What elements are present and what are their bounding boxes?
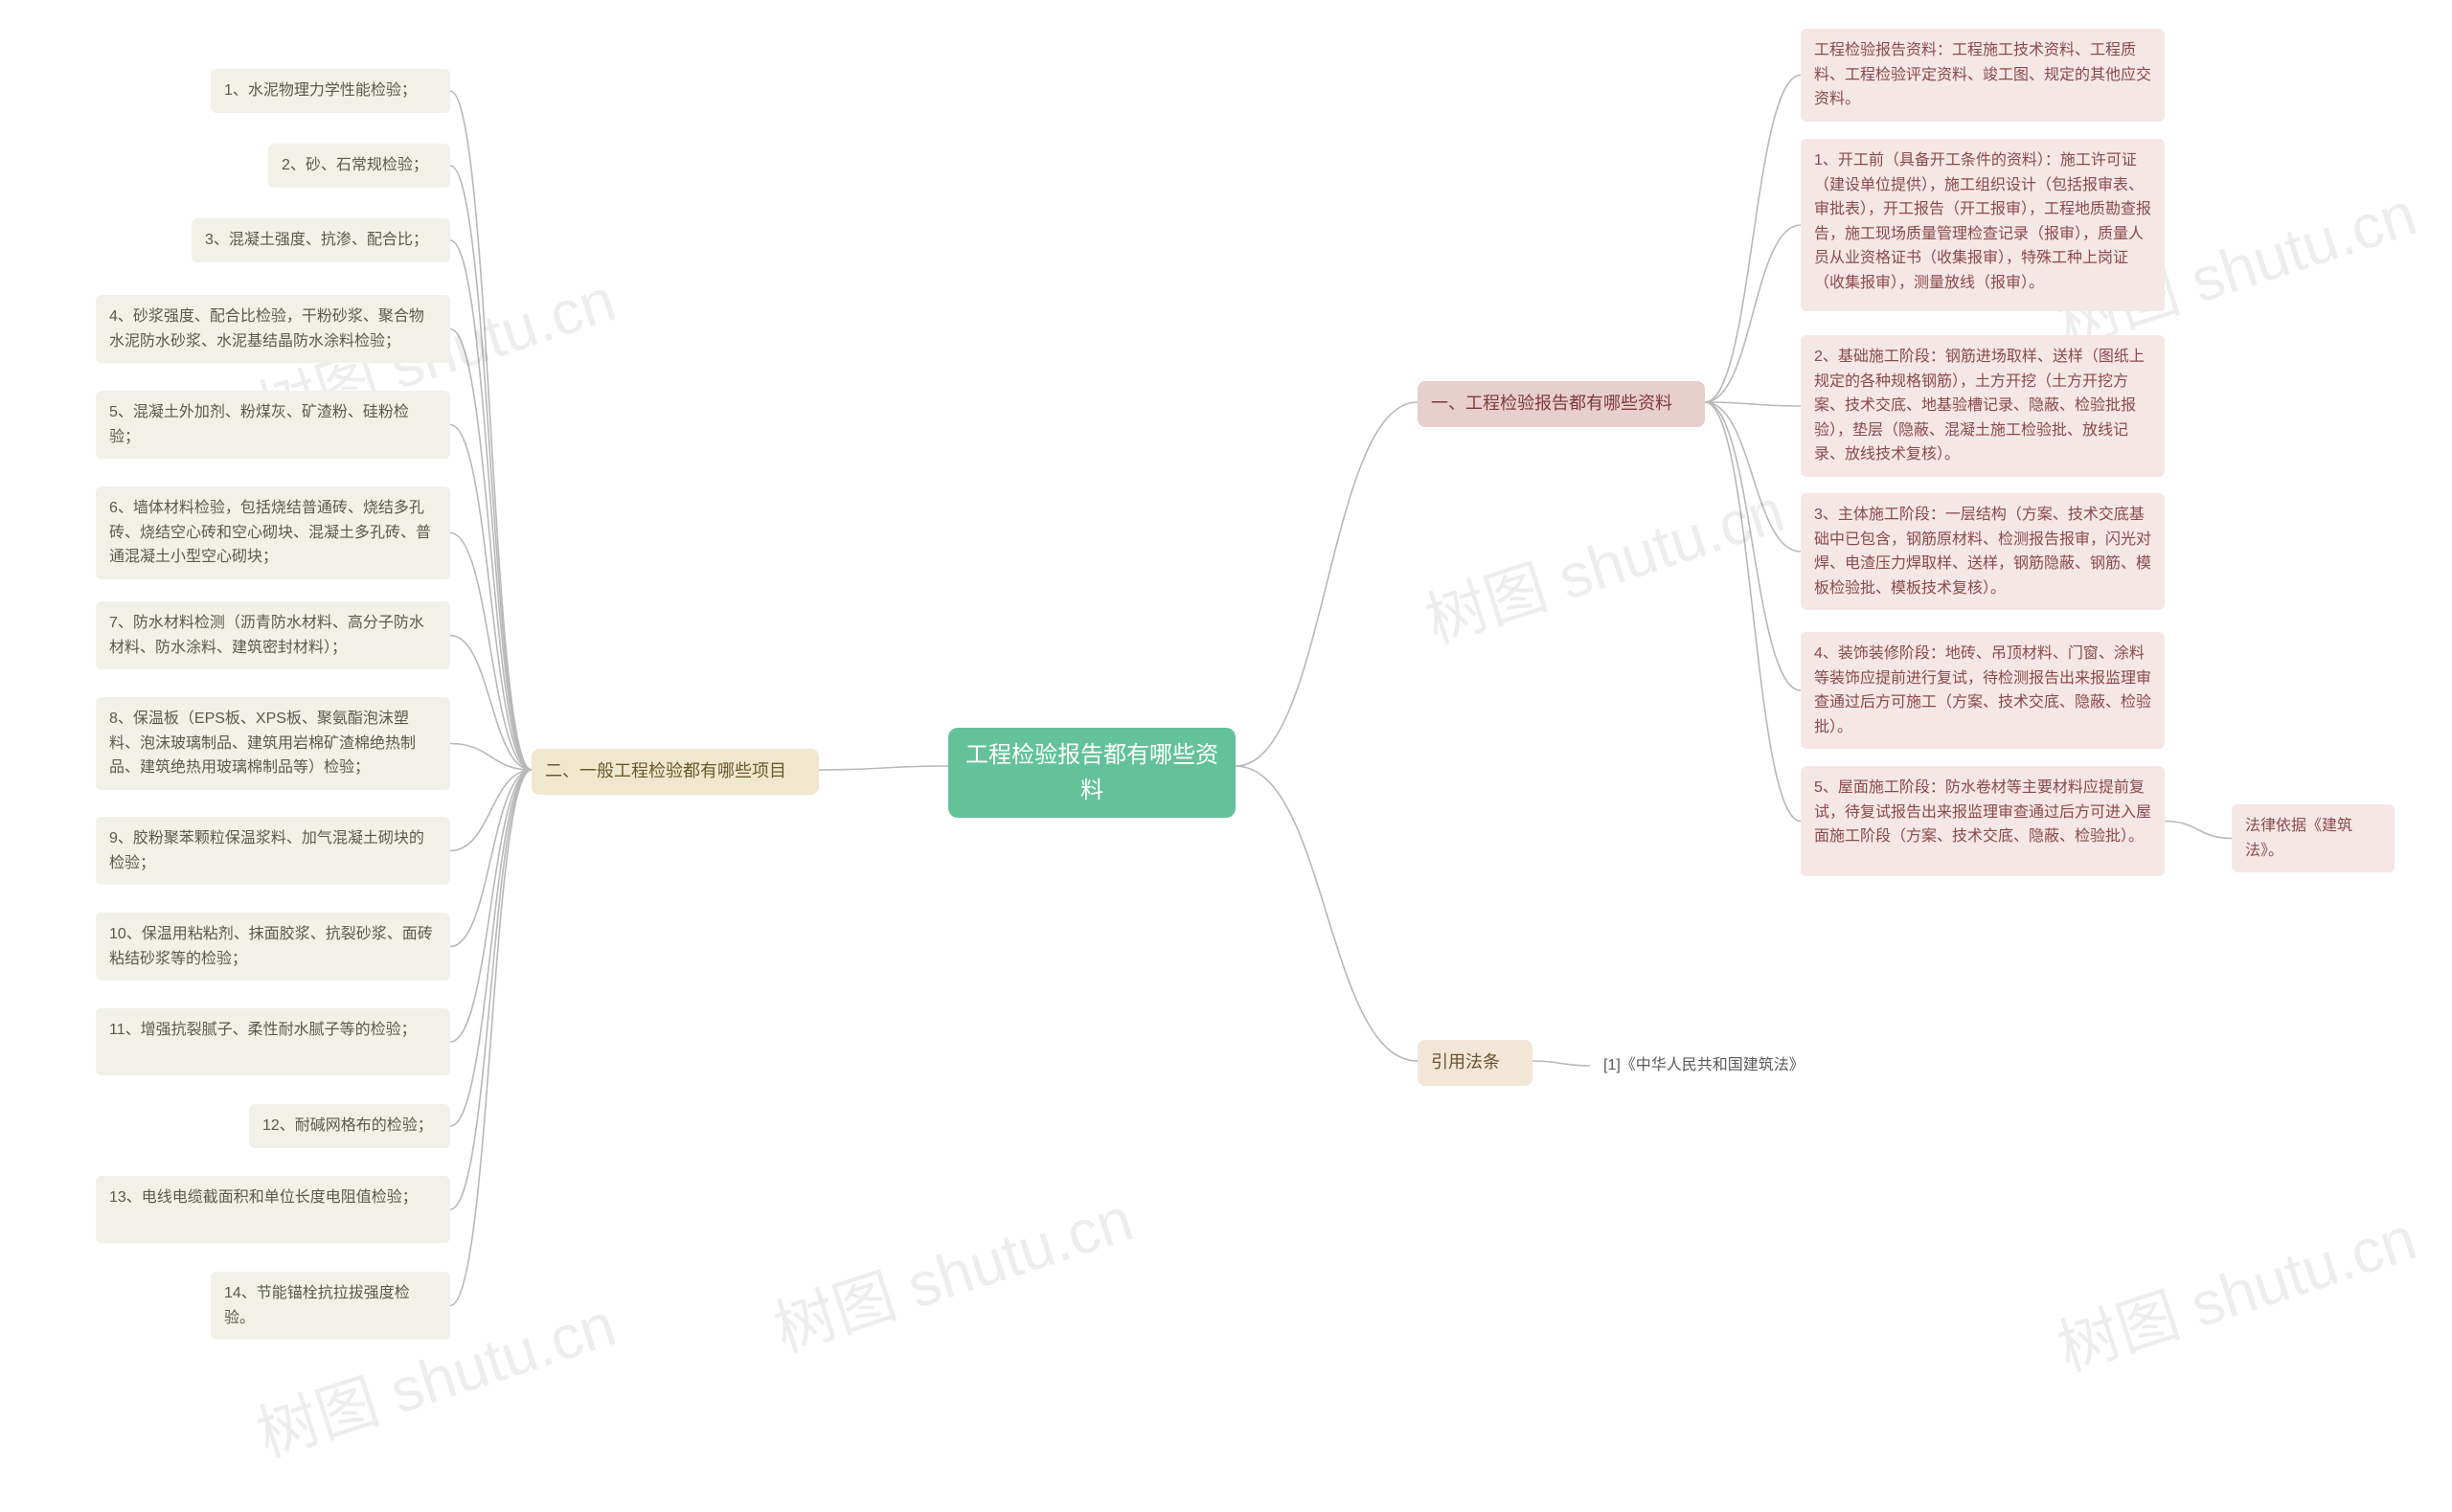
branch-b3: 引用法条 — [1418, 1040, 1532, 1086]
branch-b2: 二、一般工程检验都有哪些项目 — [532, 749, 819, 795]
leaf-b1-0: 工程检验报告资料：工程施工技术资料、工程质料、工程检验评定资料、竣工图、规定的其… — [1801, 29, 2165, 122]
leaf-b2-12: 13、电线电缆截面积和单位长度电阻值检验； — [96, 1176, 450, 1243]
leaf-b1-2: 2、基础施工阶段：钢筋进场取样、送样（图纸上规定的各种规格钢筋），土方开挖（土方… — [1801, 335, 2165, 477]
leaf-b1-1: 1、开工前（具备开工条件的资料）：施工许可证（建设单位提供），施工组织设计（包括… — [1801, 139, 2165, 311]
root-node: 工程检验报告都有哪些资料 — [948, 728, 1236, 818]
leaf-b2-3: 4、砂浆强度、配合比检验，干粉砂浆、聚合物水泥防水砂浆、水泥基结晶防水涂料检验； — [96, 295, 450, 363]
leaf-b3-0: [1]《中华人民共和国建筑法》 — [1590, 1044, 1839, 1088]
leaf-b2-1: 2、砂、石常规检验； — [268, 144, 450, 188]
leaf-b2-0: 1、水泥物理力学性能检验； — [211, 69, 450, 113]
watermark: 树图 shutu.cn — [1413, 462, 1793, 660]
leaf-b2-8: 9、胶粉聚苯颗粒保温浆料、加气混凝土砌块的检验； — [96, 817, 450, 885]
branch-b1: 一、工程检验报告都有哪些资料 — [1418, 381, 1705, 427]
leaf-b1-5-0: 法律依据《建筑法》。 — [2232, 804, 2395, 872]
leaf-b1-3: 3、主体施工阶段：一层结构（方案、技术交底基础中已包含，钢筋原材料、检测报告报审… — [1801, 493, 2165, 610]
leaf-b2-6: 7、防水材料检测（沥青防水材料、高分子防水材料、防水涂料、建筑密封材料）； — [96, 601, 450, 669]
leaf-b2-9: 10、保温用粘粘剂、抹面胶浆、抗裂砂浆、面砖粘结砂浆等的检验； — [96, 913, 450, 981]
leaf-b2-13: 14、节能锚栓抗拉拔强度检验。 — [211, 1272, 450, 1340]
leaf-b1-4: 4、装饰装修阶段：地砖、吊顶材料、门窗、涂料等装饰应提前进行复试，待检测报告出来… — [1801, 632, 2165, 749]
leaf-b1-5: 5、屋面施工阶段：防水卷材等主要材料应提前复试，待复试报告出来报监理审查通过后方… — [1801, 766, 2165, 876]
leaf-b2-7: 8、保温板（EPS板、XPS板、聚氨酯泡沫塑料、泡沫玻璃制品、建筑用岩棉矿渣棉绝… — [96, 697, 450, 790]
leaf-b2-2: 3、混凝土强度、抗渗、配合比； — [192, 218, 450, 262]
watermark: 树图 shutu.cn — [2045, 1189, 2425, 1388]
mindmap-canvas: 树图 shutu.cn树图 shutu.cn树图 shutu.cn树图 shut… — [0, 0, 2452, 1512]
watermark: 树图 shutu.cn — [761, 1170, 1142, 1368]
leaf-b2-4: 5、混凝土外加剂、粉煤灰、矿渣粉、硅粉检验； — [96, 391, 450, 459]
leaf-b2-11: 12、耐碱网格布的检验； — [249, 1104, 450, 1148]
leaf-b2-5: 6、墙体材料检验，包括烧结普通砖、烧结多孔砖、烧结空心砖和空心砌块、混凝土多孔砖… — [96, 486, 450, 579]
leaf-b2-10: 11、增强抗裂腻子、柔性耐水腻子等的检验； — [96, 1008, 450, 1075]
